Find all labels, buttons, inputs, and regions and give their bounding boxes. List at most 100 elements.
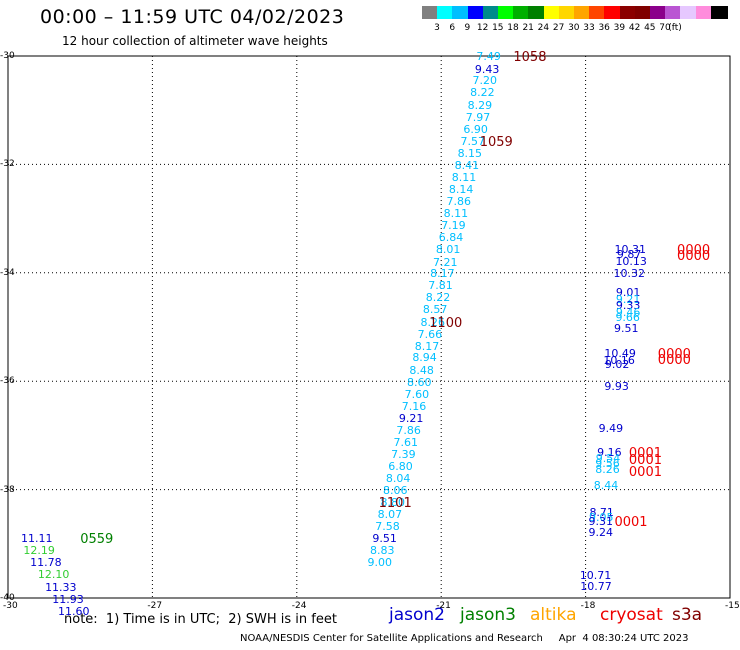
color-scale-tick: 30 (568, 23, 580, 33)
x-tick-label: -30 (3, 601, 18, 611)
wave-height-label: 10.13 (615, 254, 647, 268)
x-tick-label: -27 (147, 601, 163, 611)
wave-height-label: 7.61 (393, 435, 419, 449)
wave-height-label: 6.84 (438, 231, 464, 245)
wave-height-label: 9.51 (613, 321, 639, 335)
wave-height-label: 8.29 (467, 98, 493, 112)
color-scale-tick: 12 (476, 23, 489, 33)
wave-height-label: 8.41 (454, 159, 480, 173)
wave-height-label: 7.49 (476, 50, 501, 64)
wave-height-label: 9.54 (595, 452, 621, 466)
page-subtitle: 12 hour collection of altimeter wave hei… (62, 34, 328, 48)
pass-time-label: 1100 (429, 315, 463, 331)
wave-height-label: 7.20 (472, 74, 497, 88)
wave-height-label: 7.19 (441, 219, 466, 233)
wave-height-label: 8.22 (425, 291, 451, 305)
wave-height-label: 9.87 (616, 247, 642, 261)
wave-height-label: 7.57 (460, 134, 485, 148)
wave-height-label: 7.66 (417, 327, 443, 341)
wave-height-label: 8.17 (414, 339, 440, 353)
units-note: note: 1) Time is in UTC; 2) SWH is in fe… (64, 612, 337, 627)
wave-height-label: 8.11 (443, 207, 469, 221)
wave-height-label: 7.81 (428, 279, 453, 293)
y-tick-label: -34 (0, 267, 15, 278)
wave-height-label: 9.49 (598, 421, 624, 435)
x-tick-label: -21 (436, 601, 451, 611)
color-scale-tick: 70 (659, 23, 671, 33)
page-title: 00:00 – 11:59 UTC 04/02/2023 (40, 6, 345, 28)
y-tick-label: -36 (0, 376, 15, 387)
color-scale-unit: (ft) (668, 23, 682, 33)
wave-height-label: 8.15 (457, 147, 483, 161)
wave-height-label: 8.01 (435, 243, 461, 257)
wave-height-label: 8.83 (369, 544, 395, 558)
color-swatch (543, 6, 561, 19)
y-tick-label: -40 (0, 593, 15, 603)
wave-height-label: 7.16 (401, 399, 427, 413)
wave-height-label: 10.77 (580, 580, 612, 594)
wave-height-label: 8.11 (451, 170, 477, 184)
wave-height-label: 11.11 (20, 532, 53, 546)
color-swatch (498, 6, 515, 19)
color-swatch (452, 6, 470, 19)
pass-time-label: 1059 (479, 134, 513, 150)
wave-height-label: 10.31 (614, 243, 646, 257)
wave-height-label: 9.66 (615, 311, 640, 325)
color-scale-tick: 33 (583, 23, 595, 33)
wave-height-label: 8.14 (448, 182, 474, 196)
wave-height-label: 8.60 (407, 375, 432, 389)
color-swatch (634, 6, 652, 19)
wave-height-label: 11.78 (30, 556, 62, 570)
satellite-legend-jason2: jason2 (389, 605, 445, 625)
wave-height-label: 8.94 (412, 351, 437, 365)
color-swatch (680, 6, 698, 19)
wave-height-label: 9.43 (474, 62, 500, 76)
wave-height-label: 11.33 (45, 580, 77, 594)
wave-height-label: 8.17 (430, 267, 455, 281)
wave-height-label: 8.48 (409, 363, 434, 377)
satellite-legend-s3a: s3a (672, 605, 703, 625)
pass-time-label: 0001 (628, 465, 662, 481)
pass-time-label: 0559 (80, 532, 114, 548)
x-tick-label: -15 (725, 601, 740, 611)
pass-time-label: 0000 (677, 243, 711, 259)
color-swatch (665, 6, 683, 19)
satellite-legend-altika: altika (530, 605, 577, 625)
color-swatch (710, 6, 728, 19)
color-swatch (619, 6, 637, 19)
color-scale-tick: 3 (434, 23, 440, 33)
wave-height-label: 9.16 (597, 445, 622, 459)
color-scale-tick: 27 (552, 23, 565, 33)
wave-height-label: 8.06 (382, 484, 408, 498)
wave-height-label: 9.00 (367, 556, 393, 570)
pass-time-label: 0000 (657, 346, 691, 362)
wave-height-label: 9.31 (588, 515, 613, 529)
color-scale-tick: 45 (644, 23, 656, 33)
color-scale-tick: 9 (464, 23, 471, 33)
wave-height-label: 7.86 (396, 424, 421, 438)
x-tick-label: -24 (291, 601, 307, 611)
y-tick-label: -38 (0, 484, 15, 495)
wave-height-label: 7.86 (446, 194, 471, 208)
color-swatch (422, 6, 439, 19)
x-tick-label: -18 (580, 601, 596, 611)
pass-time-label: 1058 (513, 50, 547, 66)
color-swatch (589, 6, 607, 19)
color-swatch (482, 6, 500, 19)
wave-height-label: 7.58 (375, 519, 400, 533)
wave-height-label: 6.80 (388, 459, 413, 473)
pass-time-label: 0001 (628, 445, 662, 461)
pass-time-label: 0001 (614, 515, 648, 531)
wave-height-label: 10.71 (579, 569, 612, 583)
wave-height-label: 9.21 (615, 292, 641, 306)
wave-height-label: 9.02 (604, 358, 630, 372)
pass-time-label: 0000 (657, 352, 691, 368)
pass-time-label: 0001 (628, 452, 662, 468)
y-tick-label: -32 (0, 159, 15, 170)
wave-height-label: 12.19 (23, 544, 55, 558)
wave-height-label: 7.21 (433, 255, 458, 269)
color-swatch (513, 6, 531, 19)
wave-height-label: 11.60 (58, 604, 90, 618)
color-scale-tick: 6 (449, 23, 456, 33)
